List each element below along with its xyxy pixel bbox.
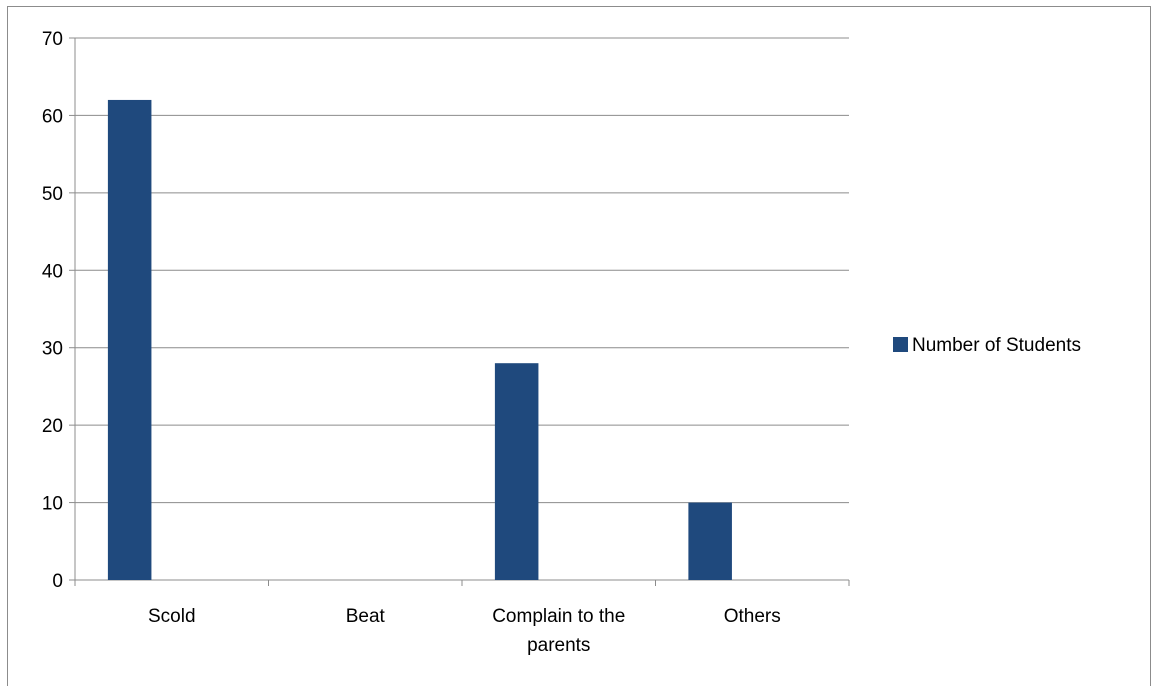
bars — [107, 99, 732, 580]
legend-swatch — [893, 337, 908, 352]
y-tick-label: 20 — [42, 416, 63, 437]
legend-label: Number of Students — [912, 335, 1081, 356]
tick-labels: 0 10 20 30 40 50 60 70 Scold Beat Complain to the p… — [42, 29, 781, 656]
y-tick-label: 40 — [42, 261, 63, 282]
y-tick-label: 70 — [42, 29, 63, 50]
legend: Number of Students — [893, 335, 1081, 356]
chart-frame — [7, 6, 1151, 686]
x-tick-label: Others — [724, 606, 781, 627]
x-tick-label: Complain to the parents — [492, 606, 625, 656]
bar — [494, 363, 539, 580]
y-tick-label: 50 — [42, 184, 63, 205]
y-tick-label: 30 — [42, 339, 63, 360]
bar — [107, 99, 152, 580]
y-tick-label: 60 — [42, 106, 63, 127]
gridlines — [75, 37, 849, 504]
y-tick-label: 0 — [52, 571, 63, 592]
x-tick-label: Beat — [346, 606, 386, 627]
x-tick-label: Scold — [148, 606, 196, 627]
axes — [69, 37, 850, 586]
y-tick-label: 10 — [42, 494, 63, 515]
bar — [688, 502, 732, 580]
